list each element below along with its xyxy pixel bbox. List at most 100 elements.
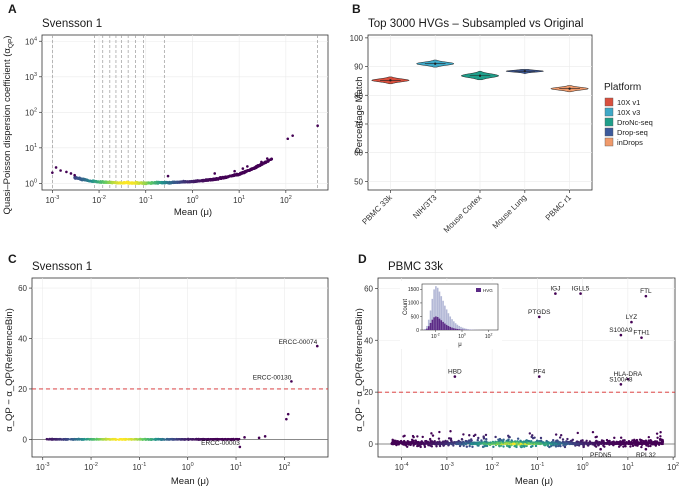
- legend-swatch: [604, 97, 614, 107]
- x-tick-exponent: -3: [449, 462, 454, 468]
- highlight-label: IGLL5: [572, 286, 590, 293]
- gene-point: [395, 440, 398, 443]
- gene-point: [607, 442, 610, 445]
- gene-point: [631, 439, 634, 442]
- highlight-label: LYZ: [626, 314, 637, 321]
- x-tick-label: 10-4: [395, 462, 409, 472]
- gene-point: [235, 438, 238, 441]
- gene-point: [566, 442, 569, 445]
- inset-y-tick-label: 500: [411, 314, 420, 320]
- inset-hist-bar-all: [438, 291, 441, 330]
- gene-point: [139, 181, 142, 185]
- gene-point: [207, 178, 211, 181]
- gene-point: [551, 438, 555, 442]
- inset-hist-bar-hvg: [429, 322, 432, 330]
- gene-point: [638, 438, 642, 441]
- gene-point: [617, 445, 621, 448]
- gene-point: [514, 445, 518, 448]
- gene-point: [629, 445, 632, 448]
- gene-point: [600, 441, 603, 444]
- inset-hist-bar-all: [442, 300, 444, 330]
- gene-point: [413, 441, 416, 444]
- gene-point: [539, 439, 543, 443]
- gene-point: [661, 439, 664, 442]
- gene-point: [639, 440, 643, 443]
- gene-point: [170, 437, 174, 441]
- gene-point: [506, 442, 510, 445]
- gene-point: [507, 435, 511, 439]
- legend-title: Platform: [604, 82, 641, 93]
- violin-median-point: [434, 62, 437, 65]
- gene-point: [411, 434, 415, 438]
- gene-point-outlier: [65, 170, 68, 174]
- gene-point: [594, 445, 598, 448]
- inset-hist-bar-hvg: [436, 317, 439, 330]
- gene-point: [619, 443, 622, 447]
- x-tick-label: 10-2: [84, 462, 98, 472]
- gene-point: [485, 438, 488, 441]
- gene-point: [86, 179, 90, 182]
- y-tick-label: 100: [25, 178, 37, 188]
- gene-point: [474, 433, 477, 437]
- x-tick-exponent: -1: [148, 195, 153, 201]
- gene-point: [614, 442, 617, 445]
- gene-point: [452, 444, 455, 447]
- x-tick-label: 10-3: [440, 462, 454, 472]
- y-tick-label: 40: [364, 336, 373, 345]
- gene-point-outlier: [73, 173, 76, 177]
- inset-hist-bar-hvg: [438, 318, 441, 330]
- panel-b: B Top 3000 HVGs – Subsampled vs Original…: [350, 2, 653, 235]
- gene-point: [419, 445, 422, 449]
- gene-point: [404, 444, 407, 447]
- y-tick-label: 70: [354, 120, 363, 129]
- gene-point: [566, 437, 569, 441]
- y-tick-label: 100: [350, 34, 364, 43]
- y-tick-label: 50: [354, 177, 363, 186]
- gene-point: [197, 438, 200, 441]
- gene-point: [507, 438, 510, 441]
- highlight-label: FTH1: [633, 330, 650, 337]
- inset-y-tick-label: 0: [416, 328, 419, 334]
- highlight-label: ERCC-00003: [201, 440, 240, 447]
- x-category-label: PBMC r1: [544, 193, 574, 223]
- gene-point: [176, 438, 179, 441]
- gene-point: [656, 436, 659, 440]
- inset-x-tick-label: 10-2: [431, 333, 440, 341]
- gene-point: [233, 173, 237, 176]
- gene-point: [655, 432, 659, 435]
- gene-point: [477, 436, 480, 440]
- panel-b-ylabel: Percentage Match: [354, 76, 365, 153]
- gene-point: [130, 181, 134, 185]
- gene-point: [409, 441, 413, 444]
- x-tick-label: 10-1: [132, 462, 146, 472]
- gene-point: [548, 442, 551, 445]
- highlight-label: ERCC-00074: [279, 339, 318, 346]
- gene-point: [619, 436, 623, 439]
- gene-point-outlier: [246, 165, 249, 168]
- gene-point: [450, 439, 453, 443]
- gene-point: [502, 445, 505, 448]
- inset-y-tick-label: 1000: [408, 301, 419, 307]
- x-tick-base: 10: [139, 196, 148, 205]
- y-tick-base: 10: [25, 73, 34, 82]
- x-tick-label: 101: [622, 462, 634, 472]
- inset-hist-bar-all: [424, 328, 426, 330]
- x-tick-base: 10: [280, 196, 289, 205]
- legend-label: Drop-seq: [617, 128, 648, 137]
- x-tick-exponent: -1: [539, 462, 544, 468]
- y-tick-exponent: 4: [34, 36, 37, 42]
- gene-point: [399, 439, 403, 443]
- gene-point: [513, 442, 516, 446]
- gene-point: [430, 432, 433, 435]
- gene-point: [550, 441, 554, 444]
- highlight-point: [453, 375, 457, 378]
- y-tick-label: 0: [23, 435, 28, 444]
- gene-point: [462, 433, 465, 436]
- gene-point: [494, 441, 497, 444]
- inset-hist-bar-all: [453, 321, 455, 330]
- legend-label: 10X v1: [617, 98, 640, 107]
- x-tick-exponent: 0: [586, 462, 589, 468]
- gene-point: [425, 441, 428, 445]
- y-tick-label: 104: [25, 36, 37, 46]
